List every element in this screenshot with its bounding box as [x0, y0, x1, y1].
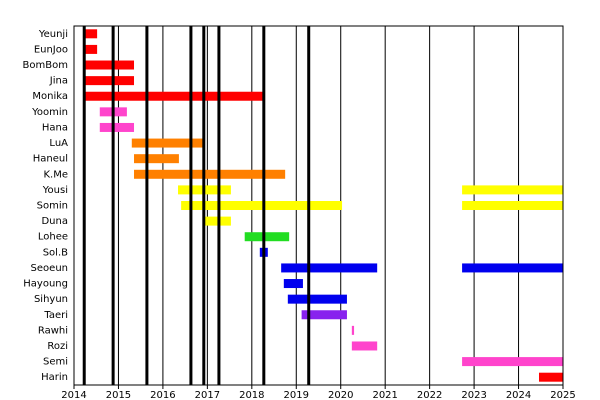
x-tick-label: 2017: [195, 390, 220, 400]
row-label: EunJoo: [34, 44, 68, 55]
x-tick-label: 2016: [150, 390, 175, 400]
bar: [134, 154, 179, 164]
row-label: Lohee: [38, 232, 68, 243]
row-label: Rawhi: [38, 325, 68, 336]
row-label: Yousi: [42, 185, 68, 196]
bar: [538, 372, 563, 382]
bar: [462, 185, 563, 195]
bar: [84, 91, 263, 101]
row-label: Yeunji: [38, 29, 68, 40]
bar: [301, 310, 347, 320]
bar: [287, 294, 347, 304]
x-tick-label: 2014: [61, 390, 86, 400]
row-label: Haneul: [33, 154, 68, 165]
row-label: Hayoung: [23, 279, 68, 290]
bar: [181, 201, 343, 210]
bar: [84, 44, 98, 54]
x-tick-label: 2019: [284, 390, 309, 400]
bar: [84, 76, 135, 86]
row-label: Monika: [32, 91, 68, 102]
bar: [131, 138, 204, 148]
row-label: Yoomin: [31, 107, 68, 118]
x-tick-label: 2025: [550, 390, 575, 400]
row-label: LuA: [49, 138, 68, 149]
row-label: Rozi: [47, 341, 68, 352]
row-label: K.Me: [43, 169, 68, 180]
bar: [99, 122, 135, 132]
bar: [351, 325, 355, 335]
row-label: Hana: [42, 122, 68, 133]
bar: [462, 201, 563, 210]
x-tick-label: 2015: [106, 390, 131, 400]
row-label: Somin: [37, 201, 68, 212]
bar: [351, 341, 378, 351]
row-label: Sihyun: [34, 294, 68, 305]
x-tick-label: 2022: [417, 390, 442, 400]
row-label: Semi: [43, 357, 68, 368]
bar: [134, 169, 286, 179]
bar: [462, 263, 563, 273]
x-tick-label: 2021: [372, 390, 397, 400]
x-tick-label: 2023: [461, 390, 486, 400]
bar: [462, 357, 563, 367]
bar: [84, 29, 98, 39]
row-label: Sol.B: [43, 247, 68, 258]
bar: [203, 216, 231, 226]
bar: [84, 60, 135, 70]
bar: [281, 263, 378, 273]
bar: [244, 232, 290, 242]
row-label: Jina: [49, 76, 68, 87]
row-label: Duna: [41, 216, 68, 227]
x-tick-label: 2018: [239, 390, 264, 400]
x-tick-label: 2020: [328, 390, 353, 400]
plot-frame: [73, 25, 564, 386]
row-label: BomBom: [23, 60, 68, 71]
x-tick-label: 2024: [506, 390, 531, 400]
row-label: Harin: [41, 372, 68, 383]
row-label: Taeri: [43, 310, 68, 321]
bar: [283, 279, 303, 289]
row-label: Seoeun: [31, 263, 68, 274]
